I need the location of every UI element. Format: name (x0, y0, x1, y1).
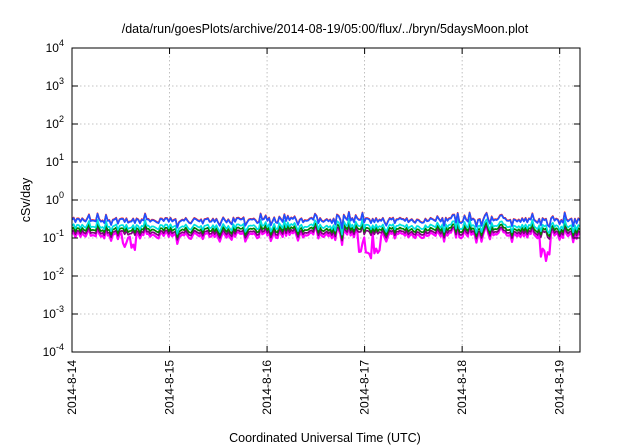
x-tick-label: 2014-8-16 (260, 360, 274, 415)
x-tick-label: 2014-8-19 (553, 360, 567, 415)
y-tick-label: 10-3 (43, 304, 64, 321)
y-tick-label: 10-1 (43, 228, 64, 245)
y-tick-label: 101 (46, 152, 64, 169)
x-axis: 2014-8-14 2014-8-15 2014-8-16 2014-8-17 2014… (65, 48, 567, 415)
series-line (71, 217, 581, 236)
y-axis: 10-4 10-3 10-2 10-1 100 101 102 103 104 (43, 38, 580, 359)
x-tick-label: 2014-8-14 (65, 360, 79, 415)
series-line (71, 224, 581, 262)
series-line (71, 220, 581, 239)
x-tick-label: 2014-8-15 (163, 360, 177, 415)
x-axis-label: Coordinated Universal Time (UTC) (229, 431, 421, 445)
series-group (71, 210, 581, 262)
y-tick-label: 100 (46, 190, 64, 207)
x-tick-label: 2014-8-18 (455, 360, 469, 415)
y-tick-label: 10-2 (43, 266, 64, 283)
x-tick-label: 2014-8-17 (358, 360, 372, 415)
y-axis-label: cSv/day (19, 177, 33, 222)
y-tick-label: 102 (46, 114, 64, 131)
y-tick-label: 10-4 (43, 342, 64, 359)
y-tick-label: 104 (46, 38, 64, 55)
chart-title: /data/run/goesPlots/archive/2014-08-19/0… (122, 22, 529, 36)
grid (72, 48, 580, 352)
y-tick-label: 103 (46, 76, 64, 93)
series-line (71, 211, 581, 230)
series-line (71, 223, 581, 242)
